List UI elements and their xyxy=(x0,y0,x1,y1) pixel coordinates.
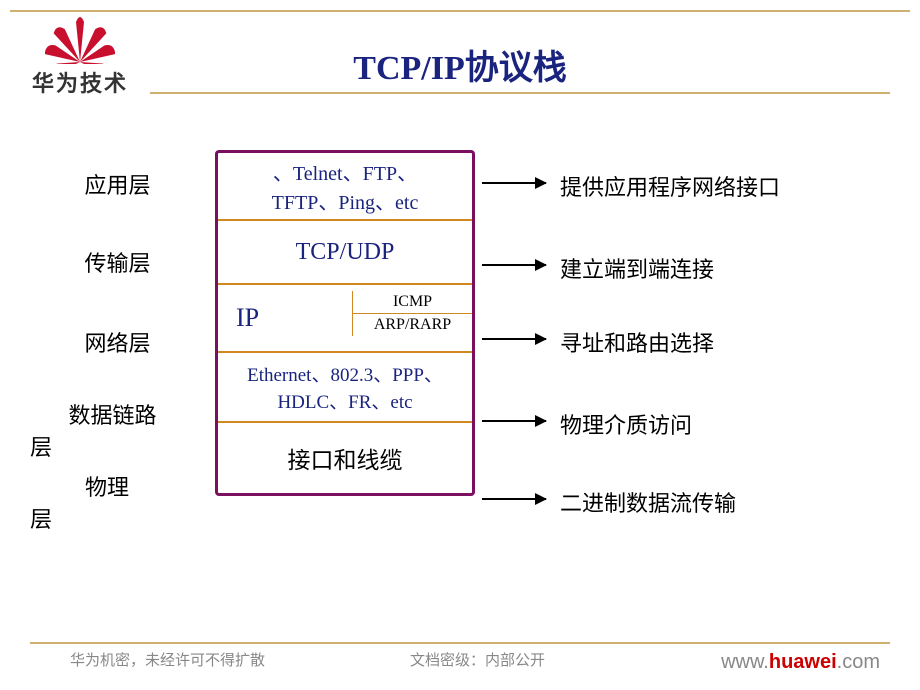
footer-url-brand: huawei xyxy=(769,651,837,673)
arrow-icon xyxy=(482,182,546,184)
stack-app-line2: TFTP、Ping、etc xyxy=(272,186,419,215)
stack-row-physical: 接口和线缆 xyxy=(218,423,472,493)
layer-label-app: 应用层 xyxy=(30,168,205,200)
footer-url: www.huawei.com xyxy=(721,651,880,674)
stack-network-icmp: ICMP xyxy=(353,291,472,314)
footer-accent-line xyxy=(30,642,890,644)
top-accent-line xyxy=(10,10,910,12)
desc-transport: 建立端到端连接 xyxy=(560,252,714,284)
arrow-icon xyxy=(482,338,546,340)
stack-row-application: 、Telnet、FTP、 TFTP、Ping、etc xyxy=(218,153,472,221)
footer-url-prefix: www. xyxy=(721,651,769,673)
stack-transport-text: TCP/UDP xyxy=(296,239,395,266)
footer-confidential: 华为机密，未经许可不得扩散 xyxy=(70,649,265,670)
footer-classification: 文档密级：内部公开 xyxy=(410,649,545,670)
layer-label-datalink: 数据链路 层 xyxy=(30,398,205,462)
stack-row-network: IP ICMP ARP/RARP xyxy=(218,285,472,353)
stack-row-datalink: Ethernet、802.3、PPP、 HDLC、FR、etc xyxy=(218,353,472,423)
desc-physical: 二进制数据流传输 xyxy=(560,486,736,518)
stack-app-line1: 、Telnet、FTP、 xyxy=(273,157,417,186)
protocol-stack: 、Telnet、FTP、 TFTP、Ping、etc TCP/UDP IP IC… xyxy=(215,150,475,496)
stack-network-subbox: ICMP ARP/RARP xyxy=(352,291,472,336)
arrow-icon xyxy=(482,264,546,266)
layer-label-physical: 物理 层 xyxy=(30,470,205,534)
stack-network-ip: IP xyxy=(236,303,259,333)
stack-network-arp: ARP/RARP xyxy=(353,314,472,336)
stack-row-transport: TCP/UDP xyxy=(218,221,472,285)
stack-datalink-line2: HDLC、FR、etc xyxy=(277,387,412,414)
title-underline xyxy=(150,92,890,94)
desc-network: 寻址和路由选择 xyxy=(560,326,714,358)
footer-url-suffix: .com xyxy=(837,651,880,673)
arrow-icon xyxy=(482,498,546,500)
stack-physical-text: 接口和线缆 xyxy=(288,441,403,475)
desc-datalink: 物理介质访问 xyxy=(560,408,692,440)
stack-datalink-line1: Ethernet、802.3、PPP、 xyxy=(247,360,443,387)
layer-label-network: 网络层 xyxy=(30,326,205,358)
arrow-icon xyxy=(482,420,546,422)
desc-application: 提供应用程序网络接口 xyxy=(560,170,780,202)
slide-title: TCP/IP协议栈 xyxy=(0,40,920,89)
layer-label-transport: 传输层 xyxy=(30,246,205,278)
